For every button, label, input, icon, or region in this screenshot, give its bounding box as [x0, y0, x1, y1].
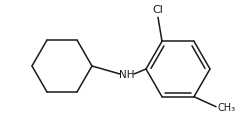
- Text: NH: NH: [119, 70, 135, 80]
- Text: CH₃: CH₃: [217, 103, 235, 113]
- Text: Cl: Cl: [153, 5, 163, 15]
